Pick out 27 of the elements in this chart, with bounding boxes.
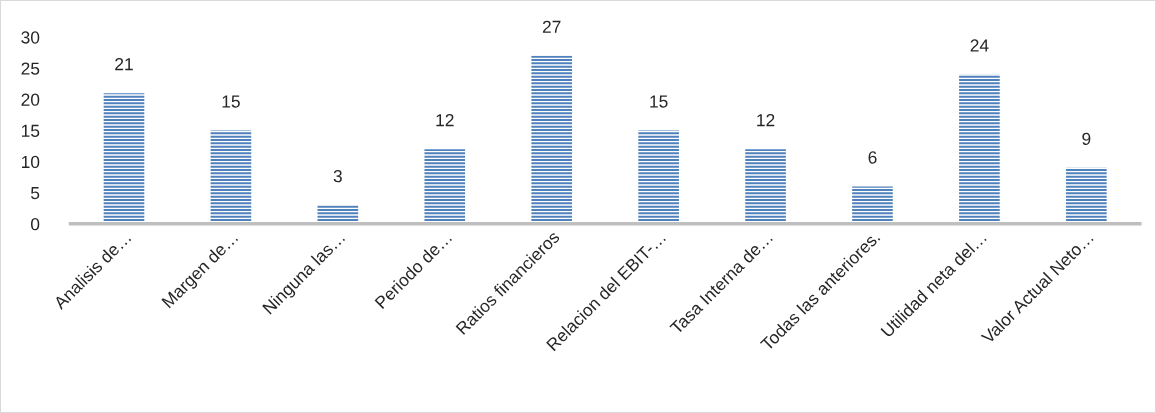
data-label: 9 [1082,132,1091,145]
bar [317,205,359,224]
bar [424,149,466,224]
bar [745,149,786,224]
y-tick-label: 25 [21,62,40,75]
data-label: 3 [333,170,342,183]
y-tick-label: 30 [21,31,40,44]
y-tick-label: 5 [31,187,40,200]
bar [103,93,145,224]
y-tick-label: 20 [21,93,40,106]
bar [959,74,1000,224]
data-label: 15 [650,95,668,108]
data-label: 27 [542,20,561,33]
bar [852,186,893,224]
data-label: 6 [868,151,877,164]
y-tick-label: 10 [21,155,40,169]
y-tick-label: 0 [30,218,40,231]
bar [531,55,573,224]
bar [1066,167,1107,224]
bar [638,130,679,224]
data-label: 24 [970,39,989,52]
data-label: 12 [436,114,454,127]
y-tick-label: 15 [21,124,40,137]
data-label: 15 [222,95,240,108]
data-label: 21 [115,58,133,71]
bar [210,130,252,224]
data-label: 12 [757,114,775,127]
